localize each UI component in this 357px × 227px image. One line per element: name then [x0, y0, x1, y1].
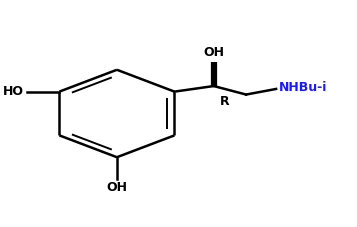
- Text: NHBu-i: NHBu-i: [279, 81, 327, 94]
- Text: HO: HO: [3, 85, 24, 98]
- Text: OH: OH: [203, 46, 224, 59]
- Text: OH: OH: [106, 181, 127, 194]
- Text: R: R: [220, 95, 230, 109]
